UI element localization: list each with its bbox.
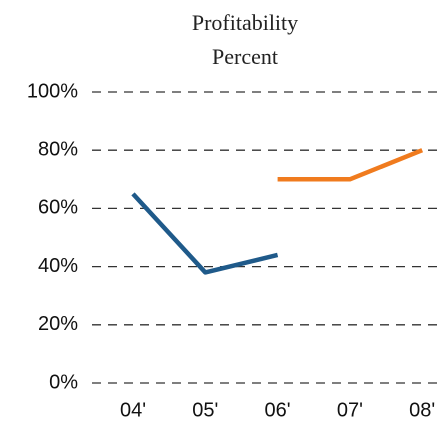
y-tick-label: 0% bbox=[49, 371, 78, 393]
x-tick-label: 07' bbox=[337, 399, 363, 421]
y-tick-label: 20% bbox=[38, 313, 78, 335]
chart-title: Profitability Percent bbox=[191, 10, 299, 69]
series-line bbox=[277, 148, 424, 182]
y-tick-label: 40% bbox=[38, 255, 78, 277]
y-tick-label: 80% bbox=[38, 138, 78, 160]
x-tick-label: 04' bbox=[120, 399, 146, 421]
series-line bbox=[131, 192, 279, 275]
y-tick-label: 60% bbox=[38, 197, 78, 219]
y-tick-label: 100% bbox=[27, 80, 78, 102]
x-tick-label: 08' bbox=[409, 399, 435, 421]
x-tick-label: 06' bbox=[265, 399, 291, 421]
x-tick-label: 05' bbox=[192, 399, 218, 421]
